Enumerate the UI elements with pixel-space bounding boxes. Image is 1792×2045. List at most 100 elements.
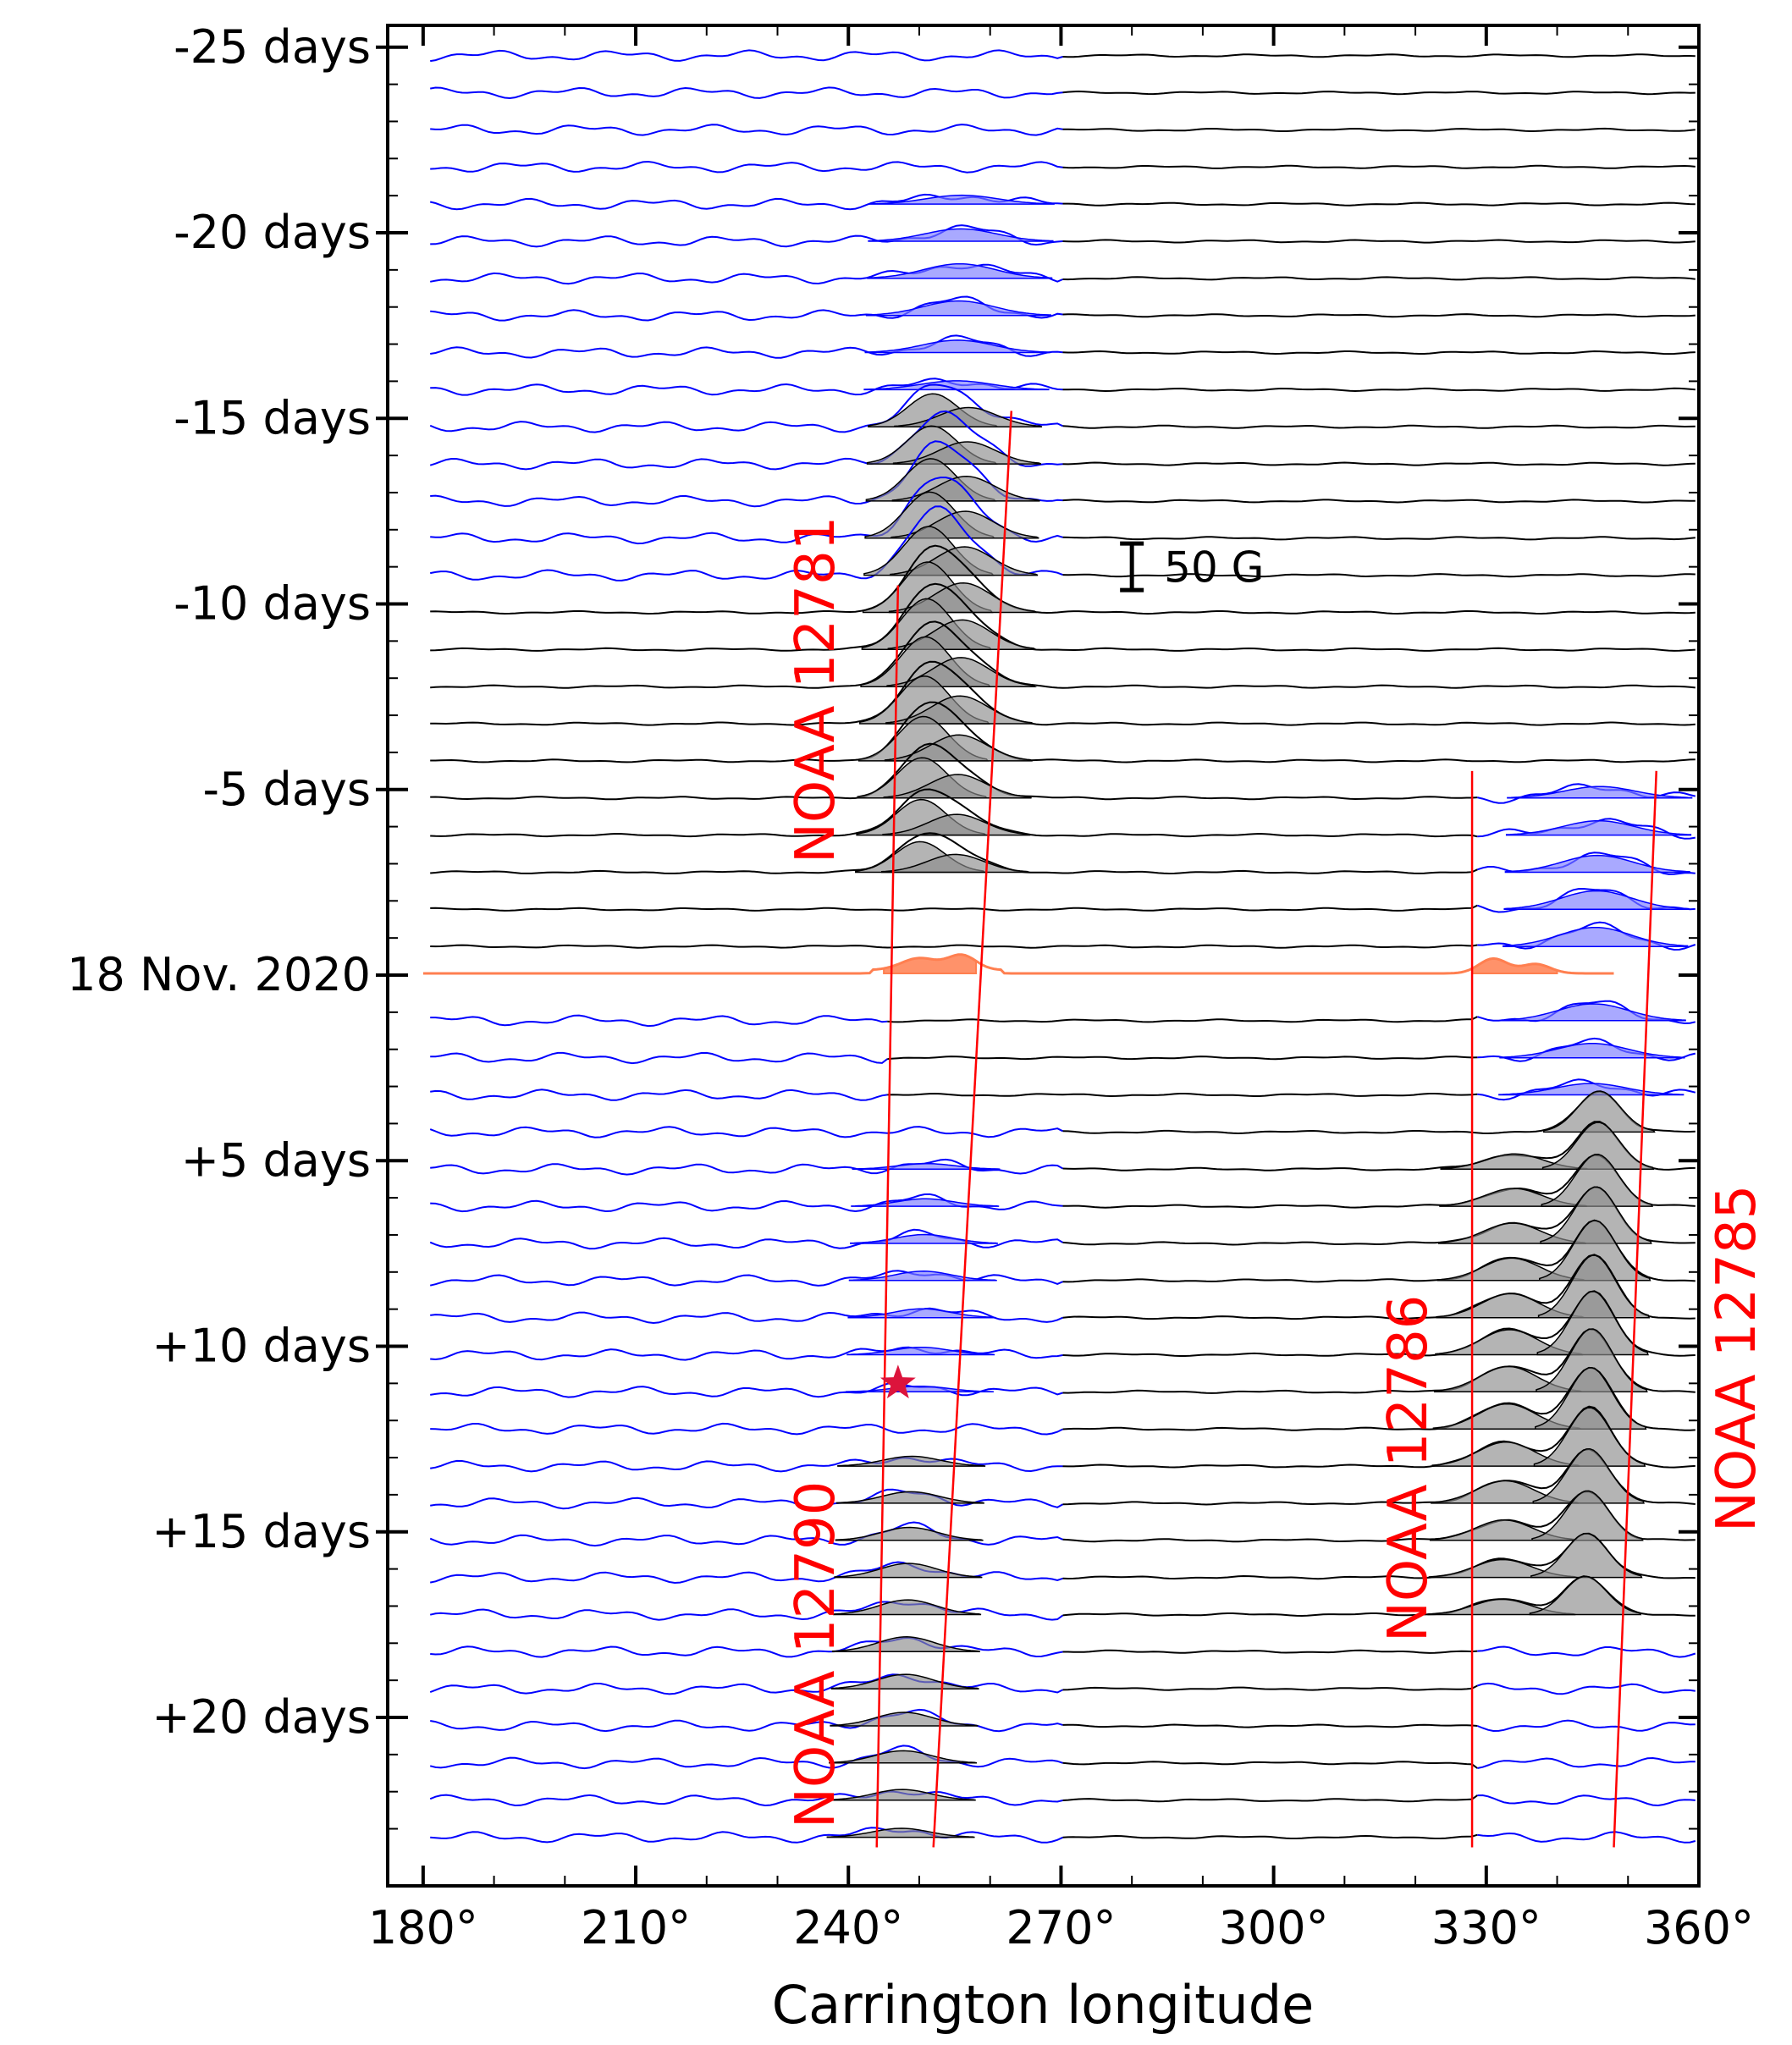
profile-line — [430, 1089, 888, 1101]
y-tick-label: +10 days — [152, 1320, 371, 1373]
profile-line — [1062, 1121, 1696, 1171]
y-tick-label: -10 days — [174, 577, 371, 631]
profile-fill — [1531, 1490, 1644, 1541]
profile-line — [1476, 1719, 1696, 1733]
profile-line — [430, 334, 1063, 359]
x-tick-label: 300° — [1219, 1901, 1329, 1954]
y-tick-label: +20 days — [152, 1690, 371, 1744]
profile-line — [1062, 201, 1696, 207]
profile-fill — [864, 339, 1050, 354]
profile-fill — [1504, 854, 1690, 874]
profile-line — [430, 1014, 888, 1028]
profile-line — [430, 701, 1696, 763]
profile-fill — [848, 1271, 997, 1282]
y-tick-label: -20 days — [174, 206, 371, 259]
y-tick-label: +5 days — [181, 1133, 371, 1187]
profile-line — [1062, 164, 1696, 169]
profile-fill — [850, 1233, 999, 1244]
profile-line — [429, 383, 1063, 433]
annotations: Carrington longitude NOAA 12781 NOAA 127… — [772, 516, 1768, 2036]
profile-line — [430, 1158, 1063, 1176]
profile-fill — [894, 406, 1043, 428]
profile-line — [1062, 276, 1696, 281]
profile-fill — [1529, 1575, 1642, 1616]
profile-line — [1062, 387, 1696, 393]
profile-line — [1062, 1649, 1478, 1654]
profile-line — [430, 505, 1063, 582]
profile-line — [1477, 1645, 1696, 1658]
reference-profile-line — [422, 953, 1614, 975]
profile-line — [1062, 313, 1696, 318]
profile-line — [1062, 536, 1696, 541]
profile-line — [429, 1745, 1063, 1770]
profile-line — [429, 1521, 1063, 1547]
y-tick-label: -15 days — [174, 391, 371, 444]
profile-fill — [1541, 1122, 1655, 1171]
profile-fill — [1507, 785, 1693, 799]
ar-boundary-line — [875, 585, 900, 1848]
axes — [386, 24, 1701, 1888]
profile-line — [429, 1228, 1063, 1250]
profile-fill — [830, 1712, 979, 1727]
profile-line — [887, 1092, 1478, 1098]
profile-line — [430, 1051, 888, 1065]
profile-fill — [834, 1563, 983, 1579]
profile-line — [1477, 1831, 1696, 1844]
profile-fill — [881, 853, 1030, 874]
active-region-boundaries — [875, 411, 1658, 1848]
profile-line — [430, 295, 1063, 322]
profile-fill — [831, 1636, 981, 1653]
x-tick-label: 270° — [1006, 1901, 1116, 1954]
x-axis-ticks: 180° 210° 240° 270° 300° 330° 360° — [368, 25, 1754, 1954]
reference-profile-fill — [1471, 957, 1558, 974]
profile-line — [1062, 350, 1696, 356]
profile-line — [1062, 461, 1696, 466]
profile-fill — [1503, 890, 1690, 911]
profile-line — [887, 1016, 1478, 1023]
profile-line — [429, 1126, 1063, 1138]
profile-line — [887, 1056, 1478, 1061]
profile-line — [430, 86, 1063, 100]
profile-fill — [1530, 1532, 1643, 1579]
profile-line — [429, 410, 1063, 471]
ar-boundary-line — [932, 411, 1013, 1848]
profile-line — [430, 1488, 1063, 1510]
profile-fill — [865, 300, 1052, 317]
profile-line — [1062, 499, 1696, 504]
profile-line — [430, 1708, 1063, 1733]
profile-line — [430, 788, 1478, 838]
profile-fill — [868, 194, 1055, 205]
profile-fill — [882, 813, 1031, 836]
profile-line — [430, 49, 1063, 63]
profile-line — [1477, 1756, 1696, 1769]
profile-fill — [1533, 1407, 1646, 1467]
plot-frame — [386, 24, 1701, 1888]
profile-line — [430, 1636, 1063, 1658]
profile-fill — [1505, 819, 1692, 836]
profile-fill — [867, 262, 1053, 279]
profile-fill — [835, 1526, 984, 1541]
profile-fill — [1498, 1083, 1684, 1096]
x-tick-label: 210° — [581, 1901, 691, 1954]
y-tick-label: -5 days — [203, 763, 371, 816]
profile-line — [429, 1601, 1064, 1621]
reference-profile-fill — [883, 953, 977, 974]
profile-line — [1062, 1833, 1478, 1839]
profile-line — [1062, 424, 1696, 429]
profile-line — [1062, 90, 1696, 96]
profile-fill — [835, 1491, 984, 1504]
profile-fill — [884, 734, 1034, 762]
profile-fill — [1532, 1447, 1645, 1504]
profile-fill — [868, 228, 1054, 242]
ar-boundary-line — [1613, 770, 1658, 1848]
profile-line — [430, 440, 1063, 508]
profile-fill — [826, 1827, 975, 1838]
profile-fill — [1499, 1042, 1685, 1059]
profile-fill — [883, 774, 1032, 799]
profile-fill — [852, 1162, 1001, 1171]
profile-fill — [827, 1789, 976, 1801]
profile-fill — [1543, 1090, 1656, 1133]
label-noaa-12790: NOAA 12790 — [785, 1481, 847, 1828]
profile-fill — [829, 1750, 978, 1764]
profile-line — [1062, 1761, 1478, 1769]
